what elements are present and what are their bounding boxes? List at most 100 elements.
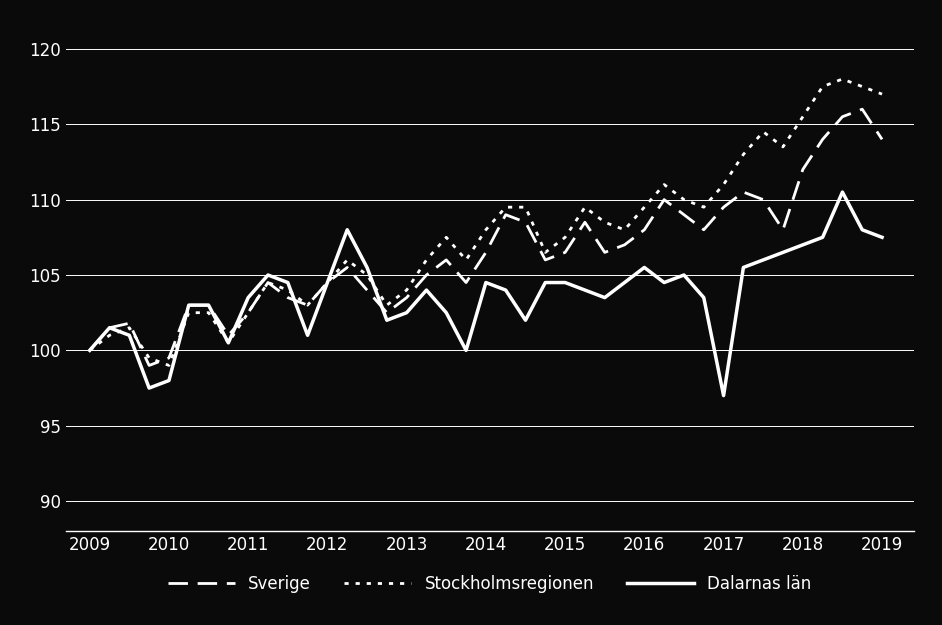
Dalarnas län: [362, 264, 373, 271]
Stockholmsregionen: [104, 331, 115, 339]
Sverige: [619, 241, 630, 249]
Stockholmsregionen: [678, 196, 690, 203]
Sverige: [599, 249, 610, 256]
Sverige: [836, 113, 848, 121]
Sverige: [817, 136, 828, 143]
Dalarnas län: [777, 249, 788, 256]
Sverige: [698, 226, 709, 234]
Sverige: [401, 294, 413, 301]
Dalarnas län: [262, 271, 273, 279]
Sverige: [143, 362, 154, 369]
Sverige: [421, 271, 432, 279]
Sverige: [777, 226, 788, 234]
Stockholmsregionen: [302, 301, 314, 309]
Sverige: [222, 331, 234, 339]
Dalarnas län: [500, 286, 512, 294]
Dalarnas län: [678, 271, 690, 279]
Sverige: [342, 264, 353, 271]
Dalarnas län: [322, 279, 333, 286]
Sverige: [441, 256, 452, 264]
Stockholmsregionen: [500, 203, 512, 211]
Sverige: [639, 226, 650, 234]
Stockholmsregionen: [579, 203, 591, 211]
Dalarnas län: [658, 279, 670, 286]
Stockholmsregionen: [876, 91, 887, 98]
Sverige: [461, 279, 472, 286]
Dalarnas län: [104, 324, 115, 331]
Dalarnas län: [797, 241, 808, 249]
Stockholmsregionen: [520, 203, 531, 211]
Stockholmsregionen: [797, 113, 808, 121]
Stockholmsregionen: [362, 271, 373, 279]
Dalarnas län: [342, 226, 353, 234]
Dalarnas län: [203, 301, 214, 309]
Stockholmsregionen: [757, 128, 769, 136]
Dalarnas län: [283, 279, 294, 286]
Dalarnas län: [302, 331, 314, 339]
Stockholmsregionen: [421, 256, 432, 264]
Sverige: [678, 211, 690, 219]
Sverige: [876, 136, 887, 143]
Stockholmsregionen: [461, 256, 472, 264]
Sverige: [322, 279, 333, 286]
Stockholmsregionen: [836, 75, 848, 82]
Stockholmsregionen: [222, 339, 234, 347]
Sverige: [520, 219, 531, 226]
Line: Sverige: Sverige: [89, 109, 882, 366]
Dalarnas län: [718, 392, 729, 399]
Stockholmsregionen: [242, 309, 253, 316]
Sverige: [382, 309, 393, 316]
Sverige: [560, 249, 571, 256]
Dalarnas län: [619, 279, 630, 286]
Dalarnas län: [143, 384, 154, 392]
Sverige: [302, 301, 314, 309]
Sverige: [540, 256, 551, 264]
Sverige: [797, 166, 808, 173]
Sverige: [738, 188, 749, 196]
Dalarnas län: [520, 316, 531, 324]
Stockholmsregionen: [619, 226, 630, 234]
Dalarnas län: [698, 294, 709, 301]
Stockholmsregionen: [639, 203, 650, 211]
Sverige: [183, 301, 194, 309]
Stockholmsregionen: [560, 234, 571, 241]
Stockholmsregionen: [262, 279, 273, 286]
Sverige: [203, 301, 214, 309]
Stockholmsregionen: [856, 83, 868, 91]
Stockholmsregionen: [480, 226, 492, 234]
Dalarnas län: [401, 309, 413, 316]
Stockholmsregionen: [718, 181, 729, 188]
Stockholmsregionen: [540, 249, 551, 256]
Dalarnas län: [579, 286, 591, 294]
Dalarnas län: [84, 347, 95, 354]
Sverige: [718, 203, 729, 211]
Sverige: [856, 106, 868, 113]
Dalarnas län: [163, 377, 174, 384]
Legend: Sverige, Stockholmsregionen, Dalarnas län: Sverige, Stockholmsregionen, Dalarnas lä…: [161, 569, 819, 600]
Stockholmsregionen: [183, 309, 194, 316]
Stockholmsregionen: [698, 203, 709, 211]
Dalarnas län: [222, 339, 234, 347]
Sverige: [84, 347, 95, 354]
Sverige: [123, 319, 135, 327]
Stockholmsregionen: [123, 324, 135, 331]
Stockholmsregionen: [441, 234, 452, 241]
Stockholmsregionen: [322, 279, 333, 286]
Sverige: [163, 354, 174, 362]
Dalarnas län: [242, 294, 253, 301]
Dalarnas län: [382, 316, 393, 324]
Dalarnas län: [757, 256, 769, 264]
Line: Stockholmsregionen: Stockholmsregionen: [89, 79, 882, 366]
Dalarnas län: [856, 226, 868, 234]
Stockholmsregionen: [382, 301, 393, 309]
Stockholmsregionen: [599, 219, 610, 226]
Dalarnas län: [441, 309, 452, 316]
Stockholmsregionen: [163, 362, 174, 369]
Stockholmsregionen: [342, 256, 353, 264]
Sverige: [242, 309, 253, 316]
Sverige: [262, 279, 273, 286]
Stockholmsregionen: [777, 143, 788, 151]
Sverige: [757, 196, 769, 203]
Stockholmsregionen: [203, 309, 214, 316]
Stockholmsregionen: [401, 286, 413, 294]
